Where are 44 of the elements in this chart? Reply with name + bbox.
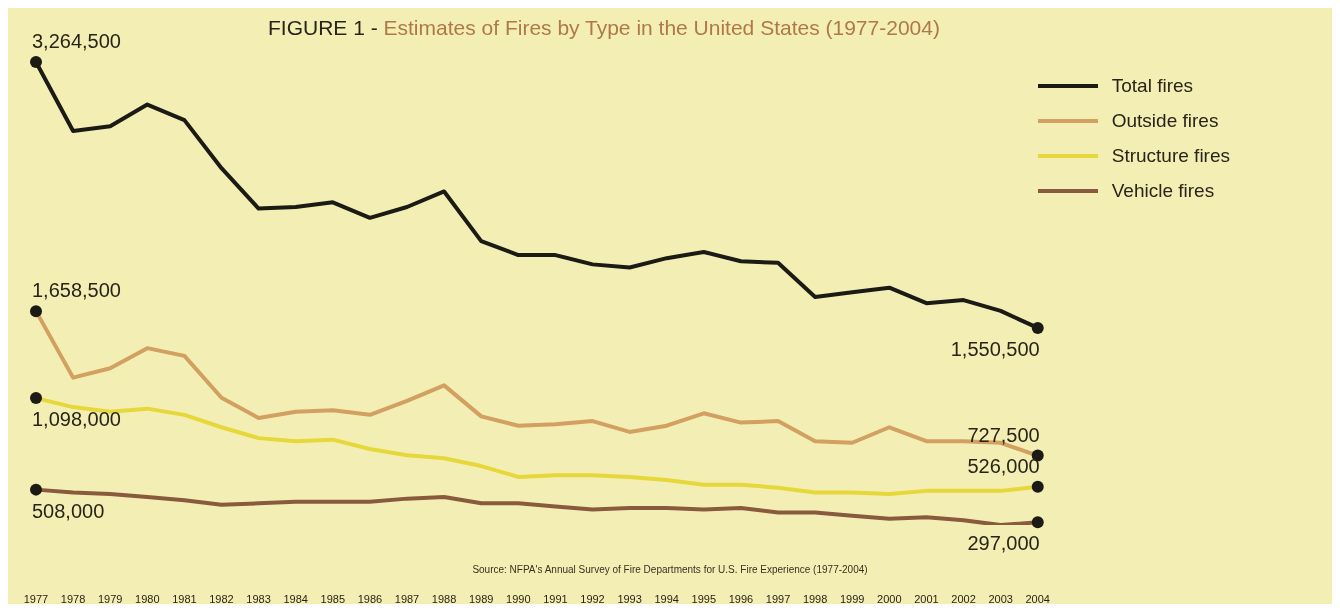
source-note: Source: NFPA's Annual Survey of Fire Departments for U.S. Fire Experience (1977-2004) [471, 564, 869, 575]
x-tick-label: 1978 [60, 592, 86, 605]
data-label: 727,500 [967, 423, 1040, 446]
legend-label: Outside fires [1111, 109, 1219, 132]
data-label: 508,000 [32, 499, 105, 522]
x-tick-label: 1984 [283, 592, 308, 605]
x-tick-label: 1990 [506, 592, 531, 605]
x-tick-label: 1996 [728, 592, 754, 605]
x-tick-label: 2001 [914, 592, 939, 605]
x-tick-label: 1993 [617, 592, 642, 605]
x-tick-label: 1991 [543, 592, 568, 605]
x-tick-label: 1994 [654, 592, 679, 605]
data-label: 1,658,500 [32, 279, 121, 302]
x-tick-label: 1980 [135, 592, 160, 605]
x-tick-label: 2002 [951, 592, 976, 605]
x-tick-label: 1997 [765, 592, 791, 605]
x-tick-label: 1985 [320, 592, 346, 605]
legend-label: Vehicle fires [1111, 179, 1215, 202]
x-tick-label: 1999 [839, 592, 865, 605]
data-label: 1,550,500 [950, 337, 1040, 360]
data-label: 1,098,000 [32, 408, 121, 431]
data-label: 297,000 [967, 532, 1040, 555]
x-tick-label: 1983 [246, 592, 271, 605]
x-tick-label: 1986 [357, 592, 383, 605]
point [30, 56, 42, 68]
x-tick-label: 2004 [1025, 592, 1050, 605]
x-tick-label: 1977 [23, 592, 49, 605]
x-tick-label: 2000 [877, 592, 902, 605]
x-tick-label: 2003 [988, 592, 1013, 605]
x-tick-label: 1988 [431, 592, 457, 605]
x-tick-label: 1981 [172, 592, 197, 605]
point [1031, 321, 1044, 334]
x-tick-label: 1995 [691, 592, 717, 605]
chart-title: FIGURE 1 - Estimates of Fires by Type in the United States (1977-2004) [268, 16, 940, 39]
x-tick-label: 1989 [468, 592, 494, 605]
data-label: 526,000 [967, 454, 1040, 477]
x-tick-label: 1982 [209, 592, 234, 605]
x-tick-label: 1979 [97, 592, 123, 605]
data-label: 3,264,500 [32, 30, 121, 52]
legend-label: Total fires [1111, 74, 1194, 97]
x-tick-label: 1998 [802, 592, 828, 605]
x-tick-label: 1987 [394, 592, 420, 605]
x-tick-label: 1992 [580, 592, 605, 605]
legend-label: Structure fires [1111, 144, 1230, 167]
